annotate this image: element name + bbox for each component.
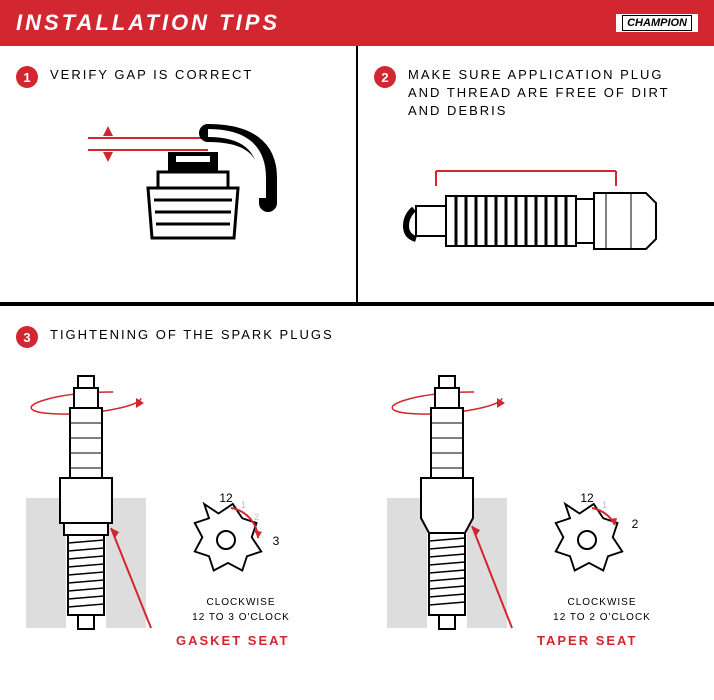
step-badge-2: 2 [374, 66, 396, 88]
top-row: 1 Verify gap is correct 2 [0, 46, 714, 306]
thread-diagram [374, 141, 698, 291]
gasket-clock-label: CLOCKWISE 12 TO 3 O'CLOCK [176, 595, 306, 625]
step-1-header: 1 Verify gap is correct [16, 66, 340, 88]
tightening-diagrams: 12 3 1 2 CLOCKWISE 12 TO 3 O'CLOCK GASKE… [16, 368, 698, 648]
dial-side-label: 3 [273, 534, 280, 548]
brand-logo: CHAMPION [616, 14, 698, 32]
taper-dial: 12 2 1 CLOCKWISE 12 TO 2 O'CLOCK TAPER S… [537, 490, 667, 648]
taper-clock-label: CLOCKWISE 12 TO 2 O'CLOCK [537, 595, 667, 625]
taper-plug-diagram [377, 368, 517, 648]
svg-text:1: 1 [241, 500, 246, 510]
gap-diagram [16, 108, 340, 258]
step-2-panel: 2 Make sure application plug and thread … [358, 46, 714, 302]
gasket-plug-diagram [16, 368, 156, 648]
svg-text:1: 1 [602, 500, 607, 510]
gasket-seat-section: 12 3 1 2 CLOCKWISE 12 TO 3 O'CLOCK GASKE… [16, 368, 337, 648]
step-2-title: Make sure application plug and thread ar… [408, 66, 698, 121]
step-badge-3: 3 [16, 326, 38, 348]
gasket-dial: 12 3 1 2 CLOCKWISE 12 TO 3 O'CLOCK GASKE… [176, 490, 306, 648]
dial-12-label: 12 [580, 491, 594, 505]
dial-12-label: 12 [219, 491, 233, 505]
svg-text:2: 2 [254, 512, 259, 522]
header-bar: INSTALLATION TIPS CHAMPION [0, 0, 714, 46]
step-1-title: Verify gap is correct [50, 66, 253, 84]
step-3-title: Tightening of the spark plugs [50, 326, 334, 344]
dial-side-label: 2 [632, 517, 639, 531]
step-2-header: 2 Make sure application plug and thread … [374, 66, 698, 121]
gasket-seat-label: GASKET SEAT [176, 633, 306, 648]
step-3-header: 3 Tightening of the spark plugs [16, 326, 698, 348]
step-3-panel: 3 Tightening of the spark plugs [0, 306, 714, 668]
taper-seat-label: TAPER SEAT [537, 633, 667, 648]
step-badge-1: 1 [16, 66, 38, 88]
step-1-panel: 1 Verify gap is correct [0, 46, 358, 302]
taper-seat-section: 12 2 1 CLOCKWISE 12 TO 2 O'CLOCK TAPER S… [377, 368, 698, 648]
header-title: INSTALLATION TIPS [16, 10, 280, 36]
